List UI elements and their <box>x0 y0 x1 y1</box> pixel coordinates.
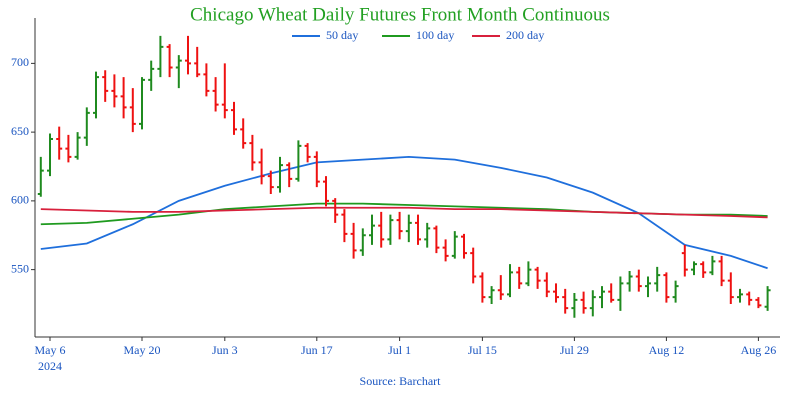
chart-title: Chicago Wheat Daily Futures Front Month … <box>190 4 610 25</box>
y-tick-label: 700 <box>11 55 29 69</box>
x-tick-label: Jul 1 <box>388 343 411 357</box>
x-year-label: 2024 <box>38 359 62 373</box>
x-tick-label: Aug 26 <box>741 343 777 357</box>
x-tick-label: Jul 29 <box>560 343 589 357</box>
legend-label: 100 day <box>416 28 454 42</box>
y-tick-label: 550 <box>11 261 29 275</box>
x-tick-label: May 6 <box>35 343 66 357</box>
x-tick-label: Jul 15 <box>468 343 497 357</box>
x-tick-label: Jun 3 <box>212 343 238 357</box>
source: Source: Barchart <box>360 374 442 388</box>
x-tick-label: Jun 17 <box>301 343 333 357</box>
ma-line <box>40 155 768 270</box>
ma-line <box>40 206 768 219</box>
y-tick-label: 650 <box>11 124 29 138</box>
legend-label: 50 day <box>326 28 358 42</box>
x-tick-label: May 20 <box>124 343 161 357</box>
y-tick-label: 600 <box>11 193 29 207</box>
x-tick-label: Aug 12 <box>649 343 685 357</box>
legend-label: 200 day <box>506 28 544 42</box>
